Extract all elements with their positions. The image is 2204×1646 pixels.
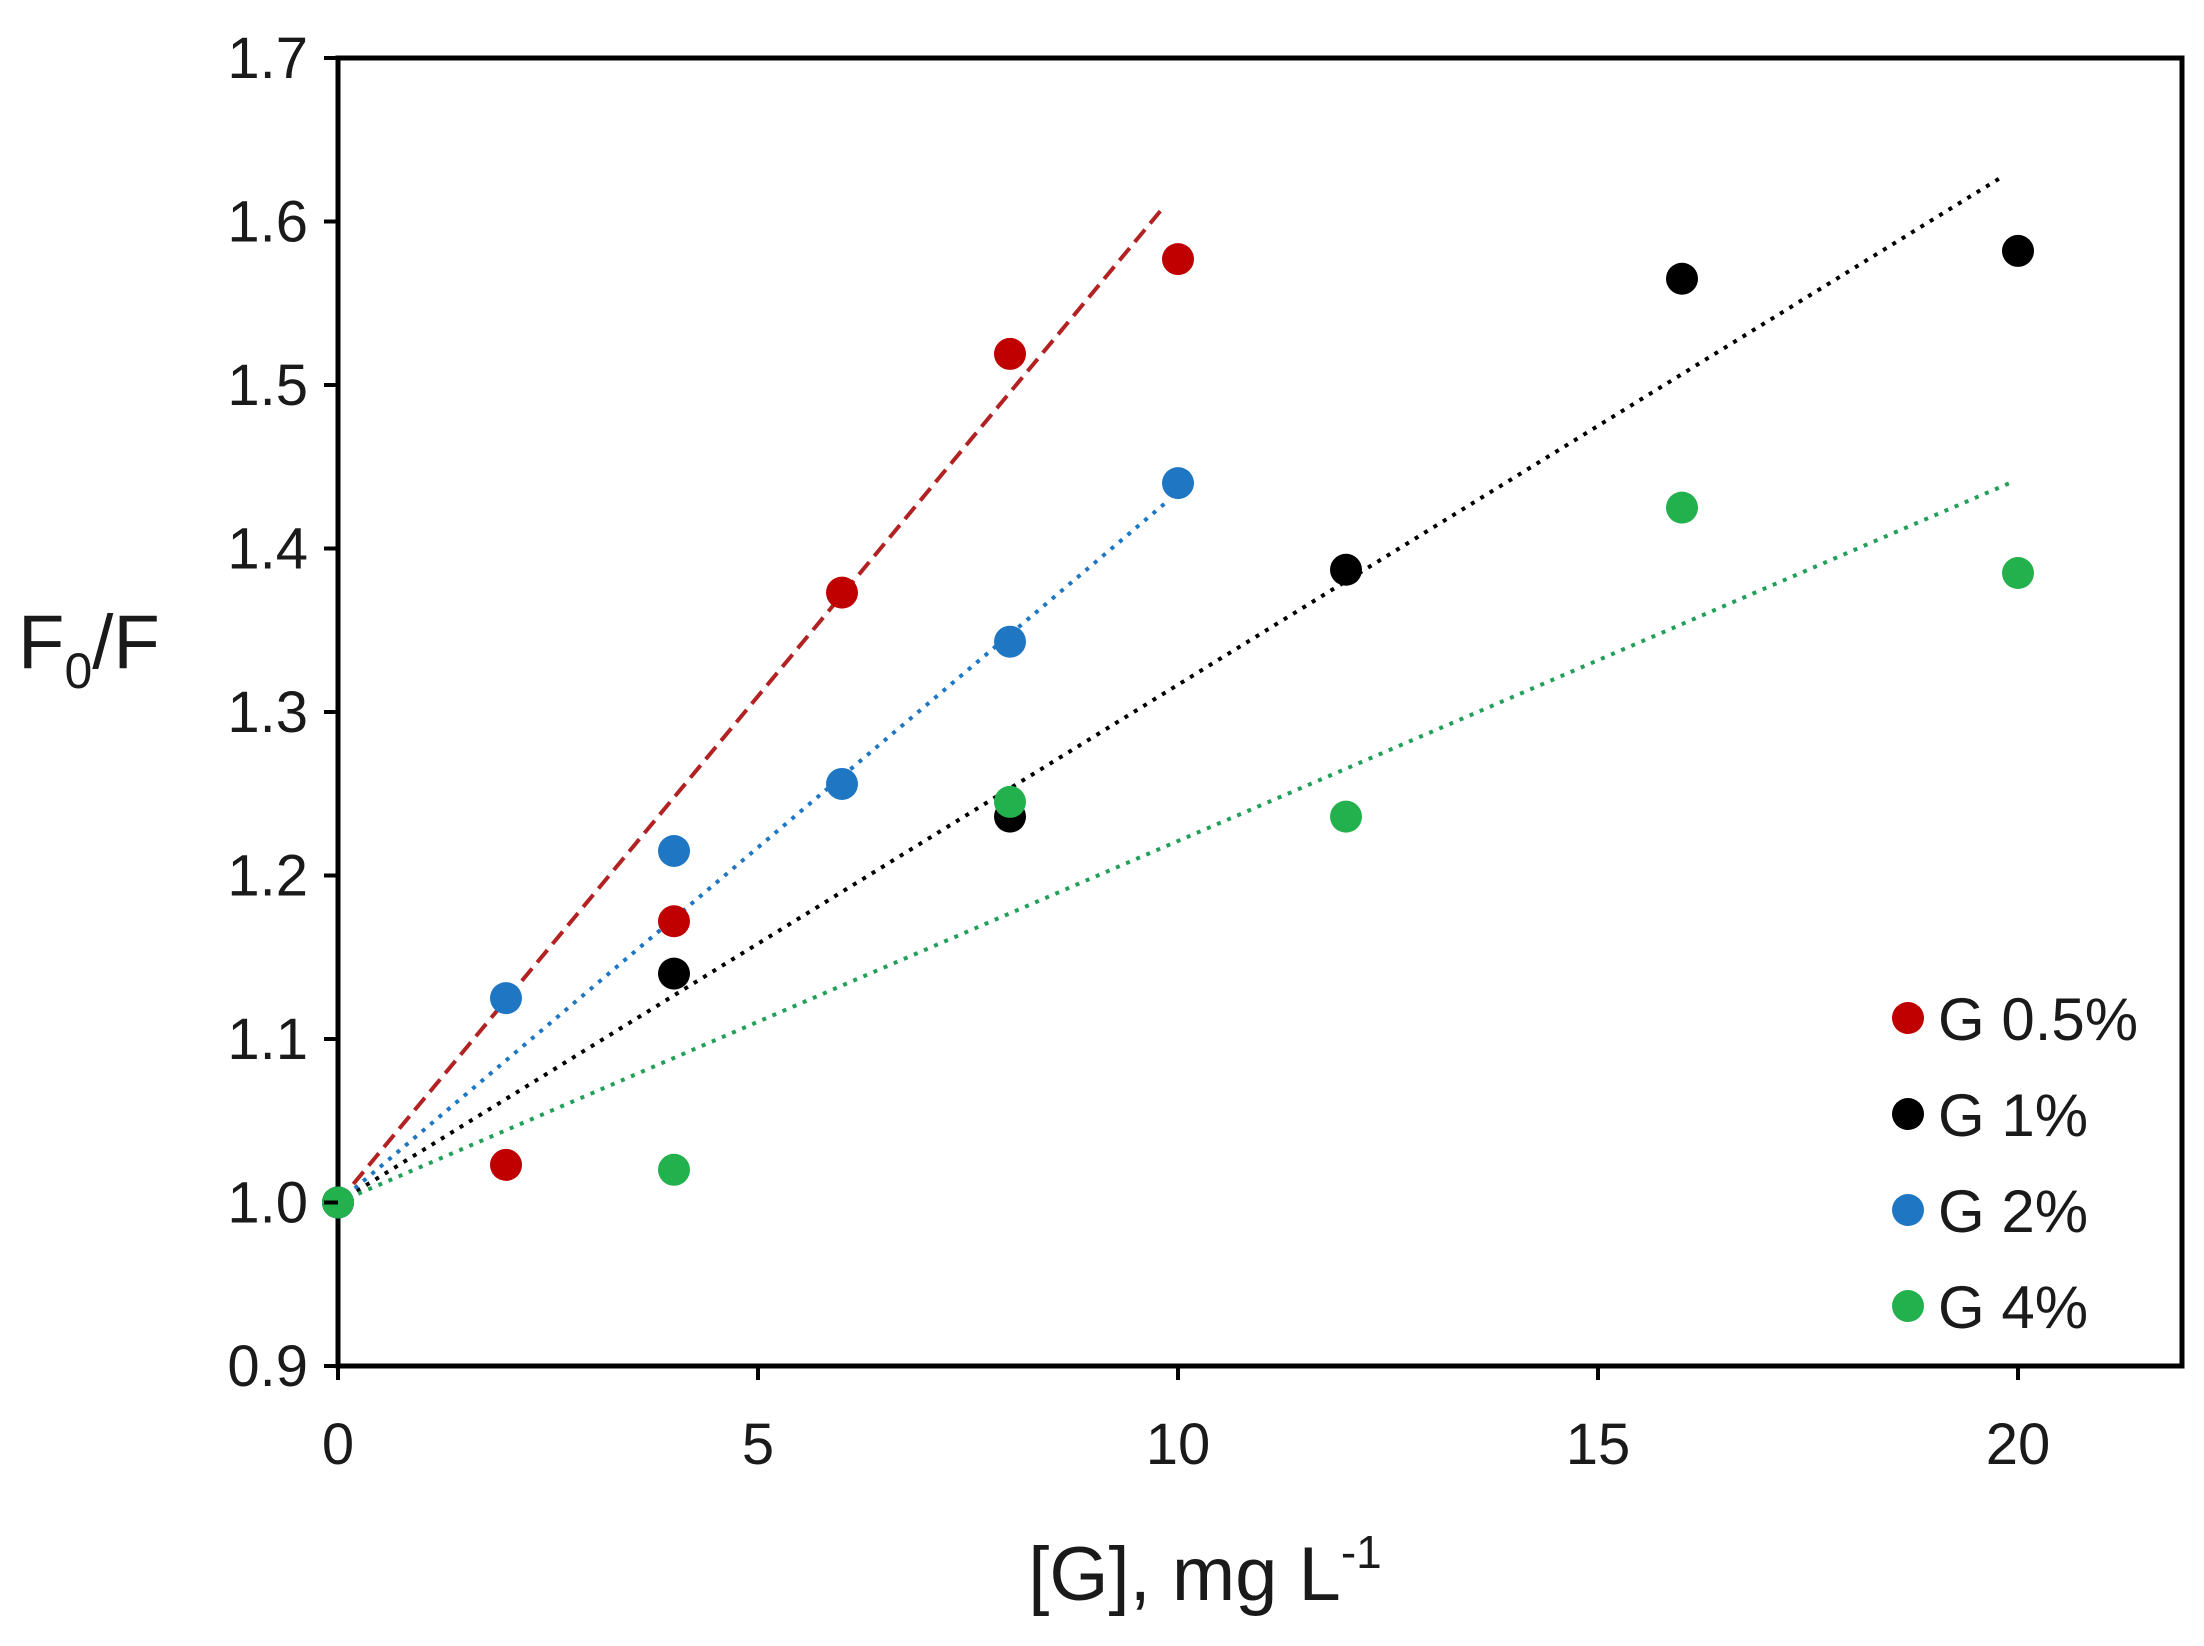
data-point [826,576,858,609]
legend-marker [1892,1098,1924,1130]
y-axis-title-tail: /F [92,600,160,685]
legend-marker [1892,1194,1924,1226]
x-axis-title: [G], mg L-1 [1028,1526,1381,1617]
y-axis-title-subscript: 0 [64,643,92,699]
legend-label: G 4% [1938,1274,2088,1341]
y-tick-label: 0.9 [227,1334,308,1399]
data-point [826,767,858,800]
data-point [1666,491,1698,524]
data-point [490,982,522,1015]
data-point [658,957,690,990]
data-point [658,834,690,867]
y-axis-title-main: F [18,600,64,685]
y-tick-label: 1.0 [227,1171,308,1236]
y-axis-title: F0/F [18,600,160,699]
trendline [336,175,2003,1205]
legend: G 0.5% G 1% G 2% G 4% [1892,986,2138,1341]
y-tick-label: 1.5 [227,353,308,418]
y-tick-label: 1.2 [227,844,308,909]
data-point [1330,553,1362,586]
x-tick-label: 0 [322,1412,354,1477]
x-axis-ticks: 0 5 10 15 20 [322,1366,2050,1477]
y-tick-label: 1.7 [227,26,308,91]
data-point [658,905,690,938]
legend-marker [1892,1290,1924,1322]
data-point [1162,467,1194,500]
x-axis-title-superscript: -1 [1341,1526,1382,1578]
legend-label: G 0.5% [1938,986,2138,1053]
data-point [994,337,1026,370]
legend-label: G 2% [1938,1178,2088,1245]
x-tick-label: 5 [742,1412,774,1477]
data-point [1666,262,1698,295]
data-point [994,625,1026,658]
data-point [490,1148,522,1181]
data-point [658,1153,690,1186]
data-point [1330,800,1362,833]
y-tick-label: 1.4 [227,517,308,582]
y-tick-label: 1.3 [227,680,308,745]
data-point [2002,234,2034,267]
x-tick-label: 10 [1146,1412,1211,1477]
trendlines [336,175,2011,1205]
y-tick-label: 1.1 [227,1007,308,1072]
x-tick-label: 20 [1986,1412,2051,1477]
data-point [2002,557,2034,590]
legend-marker [1892,1002,1924,1034]
y-axis-ticks: 0.9 1.0 1.1 1.2 1.3 1.4 1.5 1.6 1.7 [227,26,338,1399]
x-tick-label: 15 [1566,1412,1631,1477]
legend-label: G 1% [1938,1082,2088,1149]
data-point [1162,243,1194,276]
y-tick-label: 1.6 [227,190,308,255]
x-axis-title-main: [G], mg L [1028,1532,1341,1617]
data-point [994,785,1026,818]
data-points [322,234,2034,1219]
